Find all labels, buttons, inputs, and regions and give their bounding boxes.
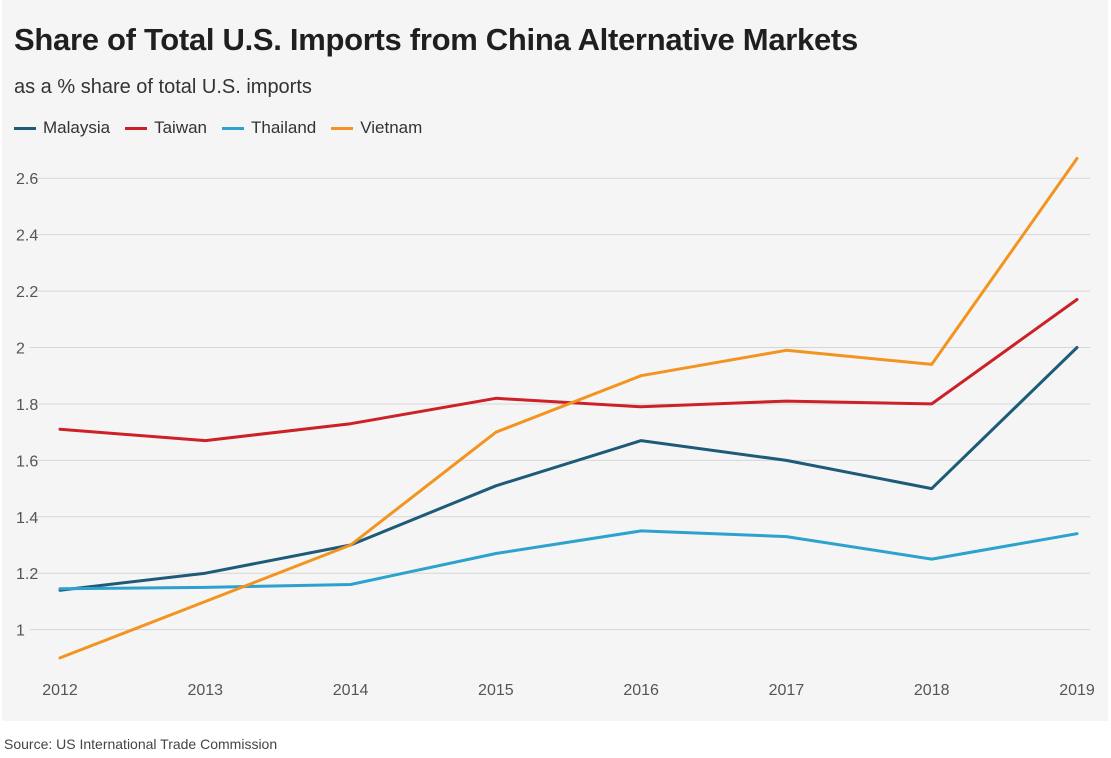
y-tick-label: 1	[16, 623, 25, 640]
series-line-malaysia	[58, 346, 1079, 592]
chart-title: Share of Total U.S. Imports from China A…	[14, 22, 858, 57]
series-line-vietnam	[58, 157, 1079, 660]
x-tick-label: 2019	[1059, 682, 1095, 699]
legend-item-malaysia: Malaysia	[14, 118, 110, 138]
x-tick-label: 2018	[914, 682, 950, 699]
source-note: Source: US International Trade Commissio…	[4, 736, 278, 752]
line-chart: 1 1.2 1.4 1.6 1.8 2 2.2 2.4 2.6 2012 2013 2014 2015…	[16, 157, 1095, 699]
legend-swatch-taiwan	[125, 126, 148, 130]
legend-label-malaysia: Malaysia	[43, 118, 111, 137]
y-tick-label: 1.6	[16, 453, 38, 470]
series-line-taiwan	[58, 298, 1079, 443]
legend-item-vietnam: Vietnam	[331, 118, 422, 138]
legend-swatch-vietnam	[331, 126, 354, 130]
x-tick-label: 2016	[623, 682, 659, 699]
y-tick-label: 1.2	[16, 566, 38, 583]
y-tick-label: 2	[16, 341, 25, 358]
x-tick-label: 2013	[187, 682, 223, 699]
legend-swatch-malaysia	[14, 126, 36, 130]
legend-swatch-thailand	[222, 126, 245, 130]
y-tick-label: 2.2	[16, 284, 38, 301]
legend-label-thailand: Thailand	[251, 118, 317, 137]
x-tick-label: 2012	[42, 682, 78, 699]
gridlines	[30, 177, 1090, 631]
chart-panel	[2, 0, 1108, 721]
y-axis-tick-labels: 1 1.2 1.4 1.6 1.8 2 2.2 2.4 2.6	[16, 171, 38, 639]
legend-item-taiwan: Taiwan	[125, 118, 207, 138]
x-tick-label: 2017	[769, 682, 805, 699]
x-tick-label: 2014	[333, 682, 369, 699]
chart-legend: Malaysia Taiwan Thailand Vietnam	[14, 118, 437, 138]
legend-item-thailand: Thailand	[222, 118, 316, 138]
y-tick-label: 1.4	[16, 510, 38, 527]
y-tick-label: 1.8	[16, 397, 38, 414]
x-tick-label: 2015	[478, 682, 514, 699]
x-axis-tick-labels: 2012 2013 2014 2015 2016 2017 2018 2019	[42, 682, 1095, 699]
series-lines	[58, 157, 1079, 660]
y-tick-label: 2.4	[16, 228, 38, 245]
legend-label-vietnam: Vietnam	[360, 118, 423, 137]
chart-subtitle: as a % share of total U.S. imports	[14, 76, 312, 98]
y-tick-label: 2.6	[16, 171, 38, 188]
series-line-thailand	[58, 529, 1079, 591]
legend-label-taiwan: Taiwan	[154, 118, 208, 137]
